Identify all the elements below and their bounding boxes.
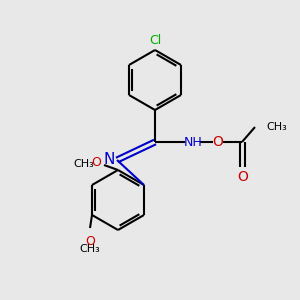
Text: O: O [91, 155, 101, 169]
Text: O: O [238, 170, 248, 184]
Text: O: O [213, 135, 224, 149]
Text: CH₃: CH₃ [80, 244, 100, 254]
Text: N: N [103, 152, 115, 167]
Text: CH₃: CH₃ [266, 122, 287, 132]
Text: Cl: Cl [149, 34, 161, 47]
Text: NH: NH [184, 136, 202, 148]
Text: CH₃: CH₃ [73, 159, 94, 169]
Text: O: O [85, 235, 95, 248]
